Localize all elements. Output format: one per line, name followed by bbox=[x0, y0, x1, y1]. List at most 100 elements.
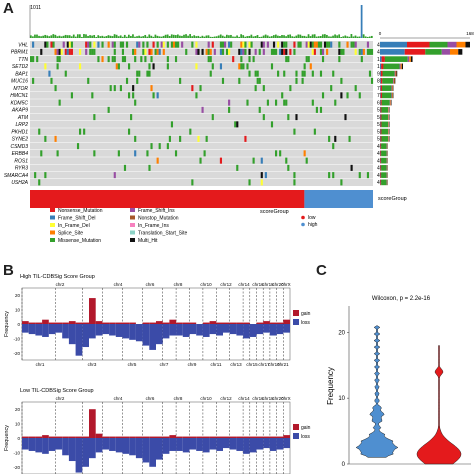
mutation-cell bbox=[142, 41, 145, 48]
mutation-cell bbox=[130, 114, 133, 121]
mutation-cell bbox=[158, 48, 161, 55]
mutation-cell bbox=[338, 56, 341, 63]
mutation-cell bbox=[146, 150, 149, 157]
tmb-bar bbox=[132, 34, 134, 38]
violin-high bbox=[355, 325, 399, 458]
mutation-cell bbox=[252, 157, 255, 164]
mutation-cell bbox=[334, 99, 337, 106]
cnv-legend-swatch bbox=[293, 433, 299, 439]
gain-bar bbox=[82, 436, 89, 438]
mutation-cell bbox=[281, 41, 284, 48]
mutation-cell bbox=[209, 48, 212, 55]
tmb-bar bbox=[332, 35, 334, 38]
tmb-bar bbox=[338, 34, 341, 38]
loss-bar bbox=[22, 324, 29, 333]
gene-mutation-bar bbox=[447, 41, 457, 48]
mutation-cell bbox=[309, 63, 312, 70]
loss-bar bbox=[156, 324, 163, 345]
gain-bar bbox=[156, 321, 163, 324]
mutation-cell bbox=[207, 48, 210, 55]
mutation-cell bbox=[62, 41, 65, 48]
mutation-cell bbox=[101, 56, 104, 63]
tmb-bar bbox=[362, 34, 365, 38]
chromosome-label-top: chr8 bbox=[174, 396, 183, 401]
legend-label: Nonstop_Mutation bbox=[138, 216, 179, 222]
gene-mutation-bar bbox=[391, 92, 393, 99]
cnv-panel: High TIL-CDBSig Score Group Frequency 20 1… bbox=[4, 274, 311, 474]
loss-bar bbox=[142, 324, 150, 346]
loss-bar bbox=[149, 438, 156, 467]
gene-mutation-bar bbox=[394, 70, 396, 77]
gain-bar bbox=[202, 322, 210, 324]
top-axis-tick-label: 1011 bbox=[30, 5, 41, 11]
mutation-cell bbox=[50, 41, 53, 48]
gain-bar bbox=[102, 322, 110, 324]
loss-bar bbox=[48, 438, 56, 451]
tmb-bar bbox=[283, 35, 285, 38]
loss-bar bbox=[196, 438, 203, 451]
mutation-cell bbox=[299, 41, 302, 48]
gene-mutation-bar bbox=[429, 41, 448, 48]
mutation-cell bbox=[162, 48, 165, 55]
loss-bar bbox=[243, 324, 250, 339]
mutation-cell bbox=[248, 56, 251, 63]
mutation-cell bbox=[166, 63, 169, 70]
tmb-bar bbox=[62, 35, 65, 38]
mutation-cell bbox=[113, 172, 116, 179]
loss-bar bbox=[202, 324, 210, 337]
mutation-cell bbox=[270, 63, 274, 70]
cnv-legend-swatch bbox=[293, 319, 299, 325]
mutation-cell bbox=[287, 56, 290, 63]
mutation-cell bbox=[287, 114, 290, 121]
tmb-bar bbox=[105, 36, 108, 38]
mutation-cell bbox=[262, 48, 265, 55]
mutation-cell bbox=[44, 135, 47, 142]
chromosome-label-bottom: chr13 bbox=[230, 362, 242, 367]
mutation-cell bbox=[148, 164, 151, 171]
mutation-cell bbox=[58, 48, 61, 55]
mutation-cell bbox=[319, 48, 323, 55]
chromosome-label-bottom: chr9 bbox=[188, 362, 197, 367]
gain-bar bbox=[223, 436, 230, 438]
gain-bar bbox=[249, 436, 257, 438]
mutation-cell bbox=[219, 63, 223, 70]
gene-mutation-bar bbox=[380, 70, 381, 77]
gain-bar bbox=[28, 436, 36, 438]
mutation-cell bbox=[307, 56, 310, 63]
loss-bar bbox=[28, 324, 36, 335]
tmb-bar bbox=[164, 34, 167, 38]
mutation-cell bbox=[93, 48, 96, 55]
tmb-bar bbox=[79, 34, 81, 38]
mutation-cell bbox=[195, 63, 198, 70]
mutation-cell bbox=[338, 48, 341, 55]
mutation-cell bbox=[156, 48, 159, 55]
mutation-cell bbox=[260, 179, 263, 186]
mutation-cell bbox=[319, 70, 323, 77]
loss-bar bbox=[269, 324, 277, 336]
mutation-cell bbox=[303, 63, 306, 70]
tmb-bar bbox=[103, 36, 106, 38]
mutation-cell bbox=[128, 92, 131, 99]
gene-label: LRP2 bbox=[15, 122, 28, 128]
mutation-cell bbox=[30, 56, 33, 63]
mutation-cell bbox=[156, 157, 159, 164]
cnv-y-tick: -10 bbox=[13, 450, 20, 455]
mutation-cell bbox=[197, 135, 200, 142]
tmb-bar bbox=[201, 35, 204, 38]
mutation-cell bbox=[136, 77, 139, 84]
tmb-bar bbox=[242, 35, 245, 38]
mutation-cell bbox=[260, 41, 263, 48]
chromosome-label-top: chr16 bbox=[252, 282, 264, 287]
mutation-cell bbox=[211, 114, 214, 121]
gene-label: KDM5C bbox=[10, 100, 28, 106]
mutation-cell bbox=[240, 56, 243, 63]
tmb-bar bbox=[260, 36, 263, 38]
cnv-y-tick: 0 bbox=[17, 322, 20, 327]
chromosome-label-top: chr18 bbox=[262, 282, 274, 287]
mutation-cell bbox=[350, 41, 353, 48]
mutation-cell bbox=[113, 56, 116, 63]
gene-mutation-bar bbox=[391, 85, 393, 91]
chromosome-label-top: chr16 bbox=[252, 396, 264, 401]
mutation-cell bbox=[324, 41, 327, 48]
mutation-cell bbox=[262, 114, 265, 121]
